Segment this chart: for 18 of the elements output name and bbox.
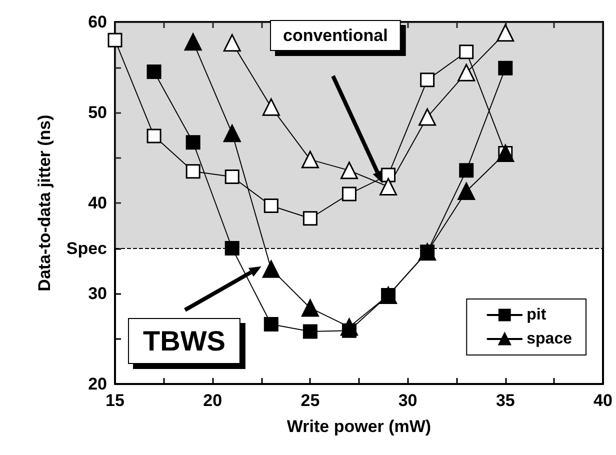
y-tick-label: 50 — [88, 103, 107, 122]
legend-label: space — [526, 330, 572, 348]
x-tick-label: 35 — [496, 391, 515, 410]
annotation: TBWS — [143, 326, 226, 356]
y-axis-title: Data-to-data jitter (ns) — [35, 114, 54, 292]
annotation: conventional — [283, 26, 388, 45]
x-tick-label: 15 — [106, 391, 124, 410]
x-tick-label: 25 — [300, 391, 320, 410]
y-tick-label: Spec — [66, 238, 107, 258]
y-tick-label: 30 — [88, 284, 107, 303]
x-axis-title: Write power (mW) — [286, 417, 432, 436]
x-tick-label: 20 — [203, 391, 222, 410]
y-tick-label: 40 — [88, 194, 107, 212]
y-tick-label: 20 — [88, 374, 107, 394]
legend-label: pit — [526, 306, 547, 324]
x-tick-label: 30 — [398, 391, 418, 410]
y-tick-label: 60 — [88, 12, 107, 32]
x-tick-label: 40 — [594, 391, 612, 410]
